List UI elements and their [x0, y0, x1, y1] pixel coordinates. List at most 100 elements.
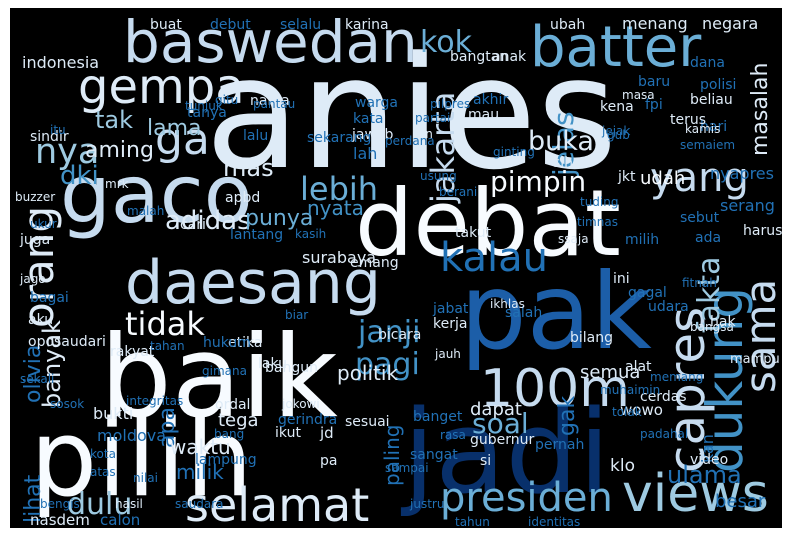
word-selalu: selalu — [280, 17, 322, 33]
word-gimana: gimana — [202, 364, 247, 378]
word-bangun: bangun — [265, 360, 318, 376]
word-harus: harus — [743, 223, 782, 239]
word-ukur: ukur — [30, 217, 57, 231]
word-kalau: kalau — [440, 235, 548, 281]
word-malah: malah — [127, 204, 165, 218]
word-sosok: sosok — [50, 397, 85, 411]
word-saudara: saudara — [175, 497, 224, 511]
word-semaiem: semaiem — [680, 138, 736, 152]
word-bangtan: bangtan — [450, 49, 509, 65]
word-nyapres: nyapres — [710, 164, 774, 183]
word-jawab: jawab — [352, 127, 394, 143]
word-semua: semua — [580, 362, 641, 383]
word-nya: nya — [35, 132, 100, 172]
word-fpi: fpi — [645, 97, 663, 113]
word-kota: kota — [90, 447, 116, 461]
word-oposaudari: oposaudari — [28, 334, 106, 350]
word-adidas: adidas — [165, 206, 251, 236]
word-ikhlas: ikhlas — [490, 297, 525, 311]
word-video: video — [690, 452, 729, 468]
word-ada: ada — [695, 230, 722, 246]
word-yang: yang — [650, 155, 749, 201]
word-terus: terus — [670, 112, 707, 128]
word-gitu: gitu — [215, 93, 239, 107]
word-selamat: selamat — [185, 478, 370, 528]
word-sekarang: sekarang — [307, 130, 372, 146]
word-jd: jd — [320, 424, 334, 442]
word-bukan: bukan — [528, 126, 612, 157]
word-gub: gub — [607, 128, 630, 142]
word-tuding: tuding — [580, 195, 619, 209]
word-ikut: ikut — [275, 425, 301, 441]
word-debut: debut — [210, 17, 251, 33]
word-jkt: jkt — [618, 169, 636, 185]
word-hari: hari — [700, 119, 728, 135]
word-identitas: identitas — [528, 515, 581, 528]
word-pilpres: pilpres — [430, 97, 471, 111]
word-calon: calon — [100, 511, 141, 528]
word-jauh: jauh — [435, 347, 461, 361]
word-sebut: sebut — [680, 210, 720, 226]
word-sangat: sangat — [410, 447, 458, 463]
word-moldova: moldova — [97, 426, 167, 445]
word-cerdas: cerdas — [640, 389, 687, 405]
word-masalah: masalah — [748, 62, 773, 156]
word-ginting: ginting — [493, 145, 535, 159]
word-salah: salah — [505, 305, 543, 321]
word-debat: debat — [355, 170, 621, 277]
word-nasdem: nasdem — [30, 511, 90, 528]
word-tahun: tahun — [455, 515, 490, 528]
word-tak: tak — [95, 106, 134, 134]
word-tega: tega — [218, 410, 259, 431]
word-cloud: anies baik pilih jadi pak debat gaco baswedan da… — [10, 8, 782, 528]
word-bang: bang — [214, 427, 245, 441]
word-ordal: ordal — [215, 397, 251, 413]
word-emang: emang — [350, 255, 399, 271]
word-mau: mau — [468, 107, 500, 123]
word-rakyat: rakyat — [110, 344, 155, 360]
word-pernah: pernah — [535, 437, 585, 453]
word-bengis: bengis — [40, 497, 80, 511]
word-ubah: ubah — [550, 17, 586, 33]
word-gubernur: gubernur — [470, 432, 535, 448]
word-100m: 100m — [480, 359, 630, 419]
word-sindir: sindir — [30, 129, 69, 145]
word-lah: lah — [353, 144, 378, 163]
word-kata: kata — [353, 111, 384, 127]
word-padahal: padahal — [640, 427, 689, 441]
word-lalu: lalu — [243, 128, 269, 144]
word-karina: karina — [345, 17, 389, 33]
word-jago: jago — [20, 272, 46, 286]
word-dapat: dapat — [470, 399, 522, 420]
word-ga: ga — [155, 114, 210, 165]
word-gempa: gempa — [78, 59, 245, 115]
word-gagal: gagal — [628, 285, 667, 301]
word-baswedan: baswedan — [123, 8, 418, 76]
word-views: views — [622, 464, 769, 524]
word-bagai: bagai — [30, 290, 69, 306]
word-serang: serang — [720, 196, 775, 215]
word-fitnah: fitnah — [682, 276, 717, 290]
word-nama: nama — [250, 93, 290, 109]
word-baik: baik — [100, 311, 338, 443]
word-baru: baru — [638, 74, 671, 90]
word-si: si — [480, 453, 492, 469]
word-integritas: integritas — [126, 394, 184, 408]
word-jabat: jabat — [433, 301, 469, 317]
word-sampai: sampai — [385, 461, 429, 475]
word-cari: cari — [180, 217, 206, 233]
word-timnas: timnas — [577, 215, 618, 229]
word-milih: milih — [625, 232, 660, 248]
word-perdana: perdana — [385, 134, 435, 148]
word-tanya: tanya — [187, 105, 227, 121]
word-justru: justru — [410, 497, 445, 511]
word-bilang: bilang — [570, 330, 614, 346]
word-indonesia: indonesia — [22, 53, 100, 72]
word-jokowi: jokowi — [282, 397, 320, 411]
word-ikn: ikn — [415, 127, 433, 141]
word-lampung: lampung — [195, 452, 257, 468]
word-tidak: tidak — [125, 305, 205, 343]
word-beliau: beliau — [690, 92, 733, 108]
word-banget: banget — [413, 409, 463, 425]
word-ulama: ulama — [667, 461, 742, 489]
